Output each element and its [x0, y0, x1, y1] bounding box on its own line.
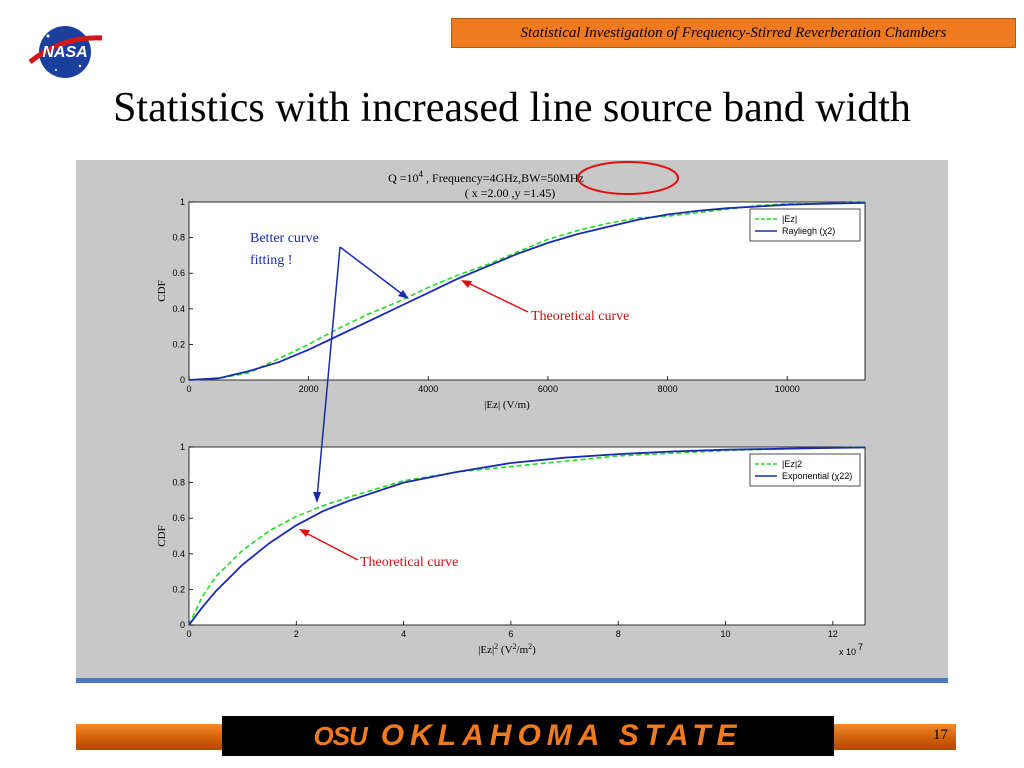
x-tick-label: 6	[508, 629, 513, 639]
y-tick-label: 0.2	[172, 339, 185, 349]
series-line-theoretical	[188, 446, 866, 626]
figure-canvas: Q =104 , Frequency=4GHz,BW=50MHz ( x =2.…	[76, 161, 948, 683]
better-fit-arrowhead-bottom	[313, 492, 321, 503]
legend-label: Rayliegh (χ2)	[782, 226, 835, 236]
y-tick-label: 0.8	[172, 233, 185, 243]
page-number: 17	[933, 727, 948, 743]
y-tick-label: 0	[180, 375, 185, 385]
x-axis-label: |Ez| (V/m)	[484, 399, 530, 411]
theoretical-arrow-top	[465, 281, 529, 313]
header-banner: Statistical Investigation of Frequency-S…	[451, 18, 1016, 48]
better-fit-arrow-bottom	[316, 246, 341, 499]
x-tick-label: 8000	[658, 384, 678, 394]
header-banner-text: Statistical Investigation of Frequency-S…	[520, 24, 947, 41]
x-axis-label-part: 2	[494, 642, 498, 651]
x-axis-label-part: |Ez|	[478, 644, 494, 656]
x-tick-label: 10000	[775, 384, 800, 394]
better-fit-text-line2: fitting !	[250, 253, 292, 268]
theoretical-arrow-bottom	[303, 531, 359, 561]
figure-title-rest: , Frequency=4GHz,	[423, 171, 521, 185]
y-tick-label: 0.6	[172, 268, 185, 278]
legend-label: |Ez|	[782, 214, 797, 224]
x-tick-label: 10	[721, 629, 731, 639]
legend-box	[749, 453, 861, 487]
x-axis-label-part: /m	[517, 644, 529, 656]
nasa-logo: NASA	[28, 26, 103, 78]
osu-name: OKLAHOMA STATE	[380, 719, 743, 752]
better-fit-text-line1: Better curve	[250, 231, 319, 246]
osu-logo-mark: OSU	[313, 720, 367, 751]
legend-label: |Ez|2	[782, 459, 802, 469]
x-tick-label: 0	[186, 629, 191, 639]
x-axis-label-part: 2	[513, 642, 517, 651]
series-line-theoretical	[188, 202, 866, 381]
x-tick-label: 4	[401, 629, 406, 639]
y-tick-label: 0.4	[172, 549, 185, 559]
x-tick-label: 2000	[299, 384, 319, 394]
slide-title: Statistics with increased line source ba…	[113, 85, 911, 131]
nasa-logo-text: NASA	[42, 44, 87, 61]
x-tick-label: 4000	[418, 384, 438, 394]
y-axis-label: CDF	[156, 525, 168, 546]
matlab-figure: Q =104 , Frequency=4GHz,BW=50MHz ( x =2.…	[76, 160, 948, 683]
theoretical-curve-label-bottom: Theoretical curve	[360, 555, 458, 570]
y-tick-label: 1	[180, 442, 185, 452]
legend-box	[749, 208, 861, 242]
x-axis-label: |Ez|2 (V2/m2)	[478, 642, 536, 656]
x-axis-multiplier: x 10	[839, 647, 856, 657]
theoretical-arrowhead-top	[461, 280, 472, 288]
y-tick-label: 0.4	[172, 304, 185, 314]
theoretical-curve-label-top: Theoretical curve	[531, 309, 629, 324]
y-tick-label: 0	[180, 620, 185, 630]
y-tick-label: 0.6	[172, 513, 185, 523]
y-axis-label: CDF	[156, 280, 168, 301]
x-axis-multiplier-exponent: 7	[858, 642, 863, 652]
x-tick-label: 8	[616, 629, 621, 639]
x-axis-label-part: (V	[498, 644, 512, 656]
figure-title-bw: BW=50MHz	[521, 171, 584, 185]
better-fit-arrow-top	[339, 246, 407, 298]
x-axis-label-part: )	[532, 644, 536, 656]
theoretical-arrowhead-bottom	[299, 529, 310, 537]
x-tick-label: 12	[828, 629, 838, 639]
x-tick-label: 2	[294, 629, 299, 639]
better-fit-arrowhead-top	[398, 290, 409, 299]
y-tick-label: 0.8	[172, 478, 185, 488]
figure-bottom-strip	[76, 678, 948, 683]
x-tick-label: 6000	[538, 384, 558, 394]
bw-highlight-ellipse	[577, 161, 679, 195]
figure-title-exponent: 4	[419, 169, 424, 179]
figure-title-line1: Q =104 , Frequency=4GHz,BW=50MHz	[388, 169, 584, 185]
x-axis-label-part: 2	[528, 642, 532, 651]
x-tick-label: 0	[186, 384, 191, 394]
osu-banner: OSU OKLAHOMA STATE	[222, 716, 834, 756]
figure-title-line2: ( x =2.00 ,y =1.45)	[465, 186, 556, 200]
plot-top: 0 2000 4000 6000 8000 10000 0 0.2 0.4 0.6 0.8 1 |Ez|…	[156, 197, 866, 411]
legend-label: Exponential (χ22)	[782, 471, 852, 481]
figure-title-prefix: Q =10	[388, 171, 418, 185]
y-tick-label: 1	[180, 197, 185, 207]
y-tick-label: 0.2	[172, 584, 185, 594]
